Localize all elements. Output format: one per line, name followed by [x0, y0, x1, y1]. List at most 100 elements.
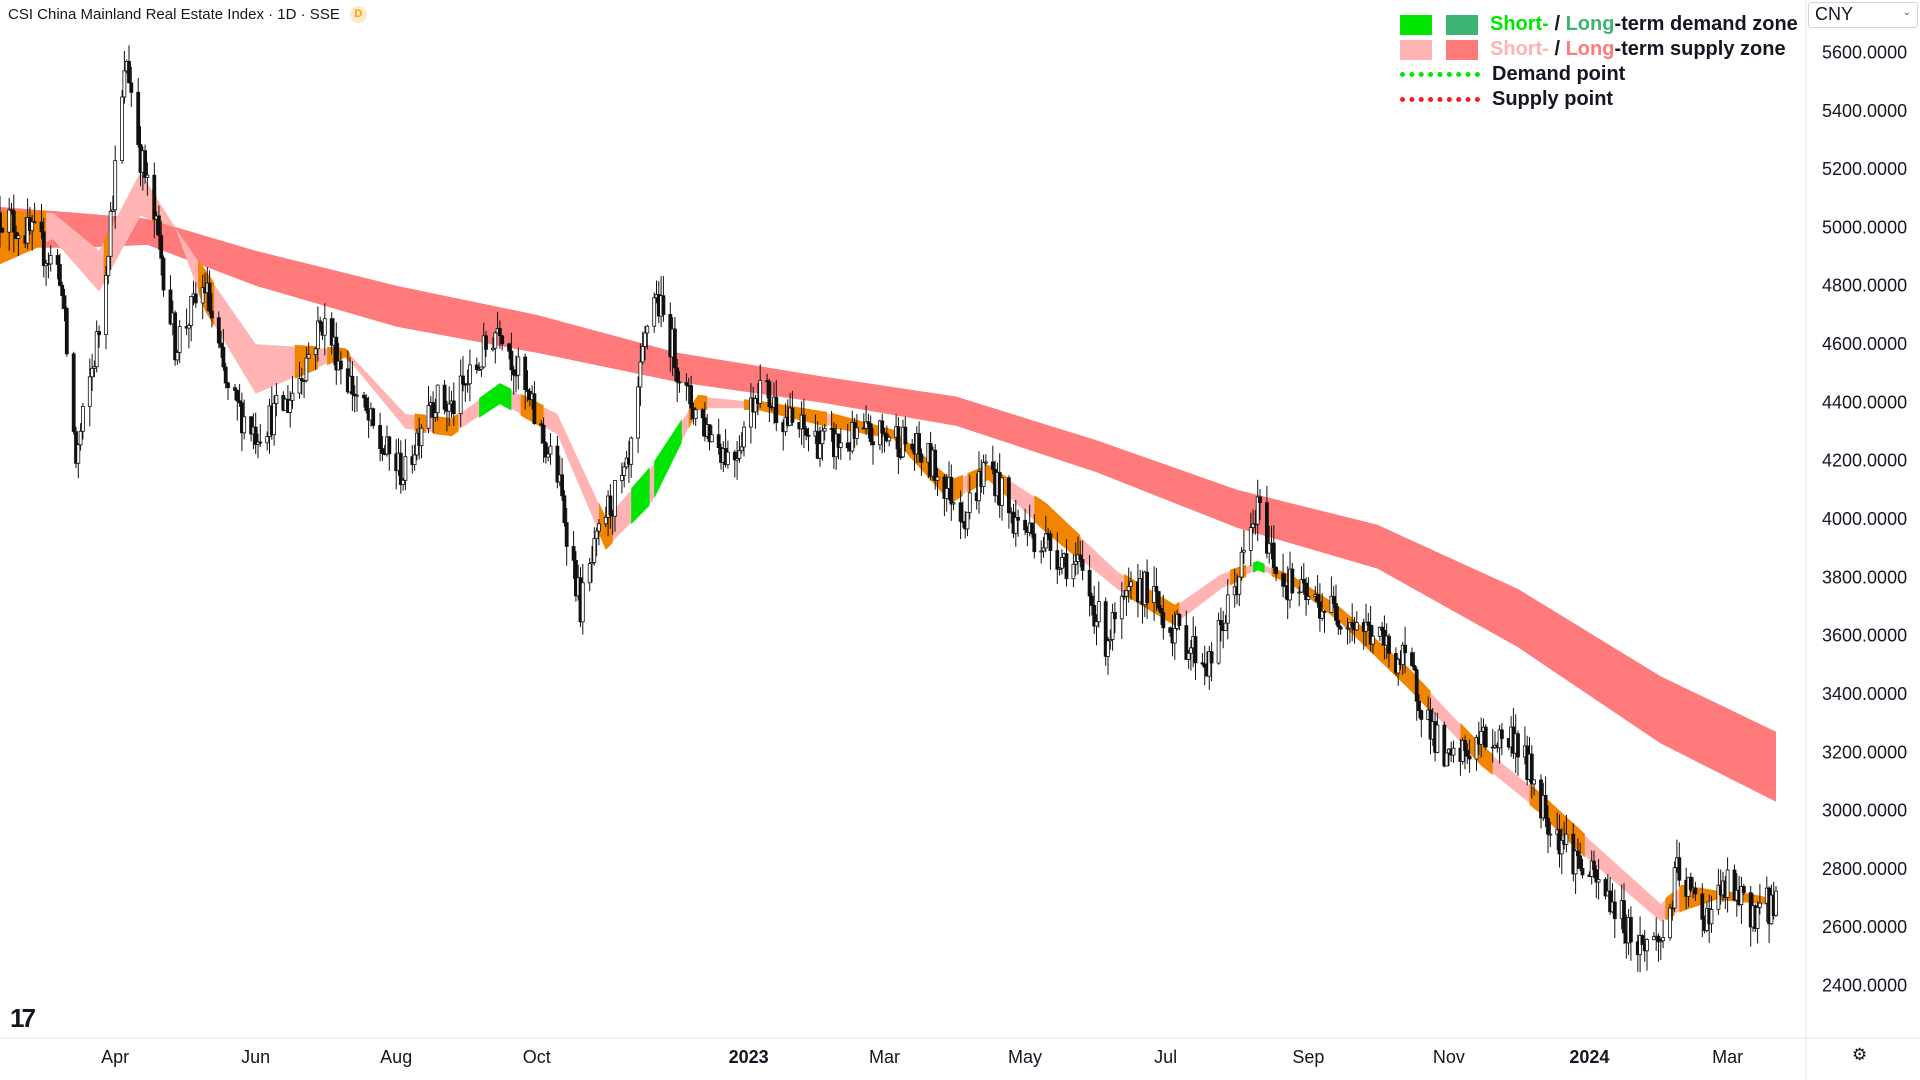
candle-body: [1126, 586, 1131, 592]
time-tick-label: Sep: [1292, 1047, 1324, 1067]
mixed-zone: [0, 211, 47, 265]
candle-body: [127, 61, 131, 84]
candle-body: [735, 458, 739, 461]
candle-body: [426, 405, 431, 429]
candle-body: [965, 511, 970, 530]
candle-body: [497, 328, 502, 337]
candle-body: [677, 381, 682, 384]
candle-body: [1410, 652, 1414, 666]
candle-body: [249, 416, 254, 435]
price-tick-label: 5000.0000: [1822, 217, 1907, 237]
time-axis[interactable]: Apr Jun Aug Oct 2023 Mar May Jul Sep Nov 2024 Mar: [0, 1037, 1920, 1067]
data-flag-icon: D: [349, 6, 367, 23]
candle-body: [1039, 550, 1044, 553]
candle-body: [0, 212, 2, 229]
candle-body: [864, 421, 868, 429]
candle-body: [136, 91, 141, 145]
gear-icon[interactable]: ⚙: [1852, 1045, 1868, 1064]
candle-body: [1576, 850, 1580, 857]
candle-body: [219, 342, 224, 348]
time-tick-label: Aug: [380, 1047, 412, 1067]
price-tick-label: 5200.0000: [1822, 159, 1907, 179]
candle-body: [467, 364, 472, 385]
candle-body: [871, 441, 875, 446]
candle-body: [737, 450, 742, 459]
candle-body: [1242, 549, 1246, 553]
candle-body: [1739, 886, 1744, 906]
candle-body: [1396, 658, 1401, 674]
candle-body: [412, 454, 417, 466]
candle-body: [638, 361, 643, 388]
currency-select[interactable]: CNY ⌄: [1808, 2, 1918, 28]
candle-body: [1529, 753, 1534, 785]
long-demand-swatch: [1446, 14, 1478, 35]
currency-label: CNY: [1815, 4, 1854, 24]
candle-body: [541, 424, 546, 444]
candle-body: [790, 407, 795, 423]
candle-body: [818, 443, 822, 459]
candle-body: [903, 426, 908, 445]
candle-body: [447, 403, 452, 412]
candle-body: [1087, 569, 1092, 597]
candle-body: [334, 336, 339, 371]
candle-body: [1016, 517, 1020, 521]
candle-body: [1129, 581, 1133, 587]
candle-body: [935, 476, 940, 481]
symbol-header[interactable]: CSI China Mainland Real Estate Index · 1…: [8, 6, 367, 23]
price-tick-label: 3200.0000: [1822, 742, 1907, 762]
candle-body: [555, 445, 560, 483]
candle-body: [739, 446, 744, 452]
candle-body: [571, 546, 576, 561]
candle-body: [253, 426, 258, 445]
price-tick-label: 5400.0000: [1822, 101, 1907, 121]
candle-body: [587, 563, 592, 584]
candle-body: [1168, 627, 1173, 633]
candle-body: [1110, 612, 1115, 640]
candle-body: [1331, 595, 1336, 604]
candle-body: [548, 445, 553, 455]
candle-body: [525, 389, 530, 392]
candle-body: [78, 430, 83, 446]
price-tick-label: 5600.0000: [1822, 42, 1907, 62]
candle-body: [274, 394, 279, 404]
candle-body: [1060, 557, 1064, 569]
candle-body: [1417, 700, 1421, 712]
legend-demand-short: Short-: [1490, 13, 1549, 35]
candles-layer: [0, 45, 1778, 973]
candle-body: [1071, 563, 1076, 580]
candle-body: [1580, 867, 1585, 876]
price-axis[interactable]: 2400.0000 2600.0000 2800.0000 3000.0000 3200…: [1805, 0, 1907, 1080]
candle-body: [1668, 907, 1672, 939]
candle-body: [1172, 628, 1177, 644]
legend-supply-row: Short- / Long -term supply zone: [1400, 37, 1798, 62]
candle-body: [355, 394, 359, 397]
candle-body: [403, 456, 408, 481]
time-tick-label: Jun: [241, 1047, 270, 1067]
candle-body: [0, 227, 5, 233]
time-tick-label: 2024: [1569, 1047, 1609, 1067]
candle-body: [94, 331, 99, 368]
candle-body: [1371, 635, 1375, 645]
candle-body: [1281, 573, 1285, 587]
tradingview-logo-icon[interactable]: 17: [10, 1003, 36, 1033]
candle-body: [1688, 876, 1693, 891]
time-tick-label: Jul: [1154, 1047, 1177, 1067]
candle-body: [1315, 594, 1320, 603]
symbol-title: CSI China Mainland Real Estate Index · 1…: [8, 6, 340, 23]
supply-point-swatch: [1400, 97, 1480, 102]
candle-body: [1274, 567, 1278, 575]
candle-body: [1258, 496, 1262, 504]
candle-body: [1200, 662, 1205, 665]
candle-body: [186, 325, 191, 329]
candle-body: [1154, 586, 1159, 592]
candle-body: [732, 451, 737, 461]
candle-body: [30, 221, 35, 232]
candle-body: [882, 432, 887, 435]
candle-body: [1354, 622, 1359, 631]
candle-body: [509, 350, 514, 371]
candle-body: [580, 582, 585, 623]
candle-body: [71, 353, 76, 432]
candle-body: [961, 521, 965, 523]
candle-body: [590, 562, 594, 565]
